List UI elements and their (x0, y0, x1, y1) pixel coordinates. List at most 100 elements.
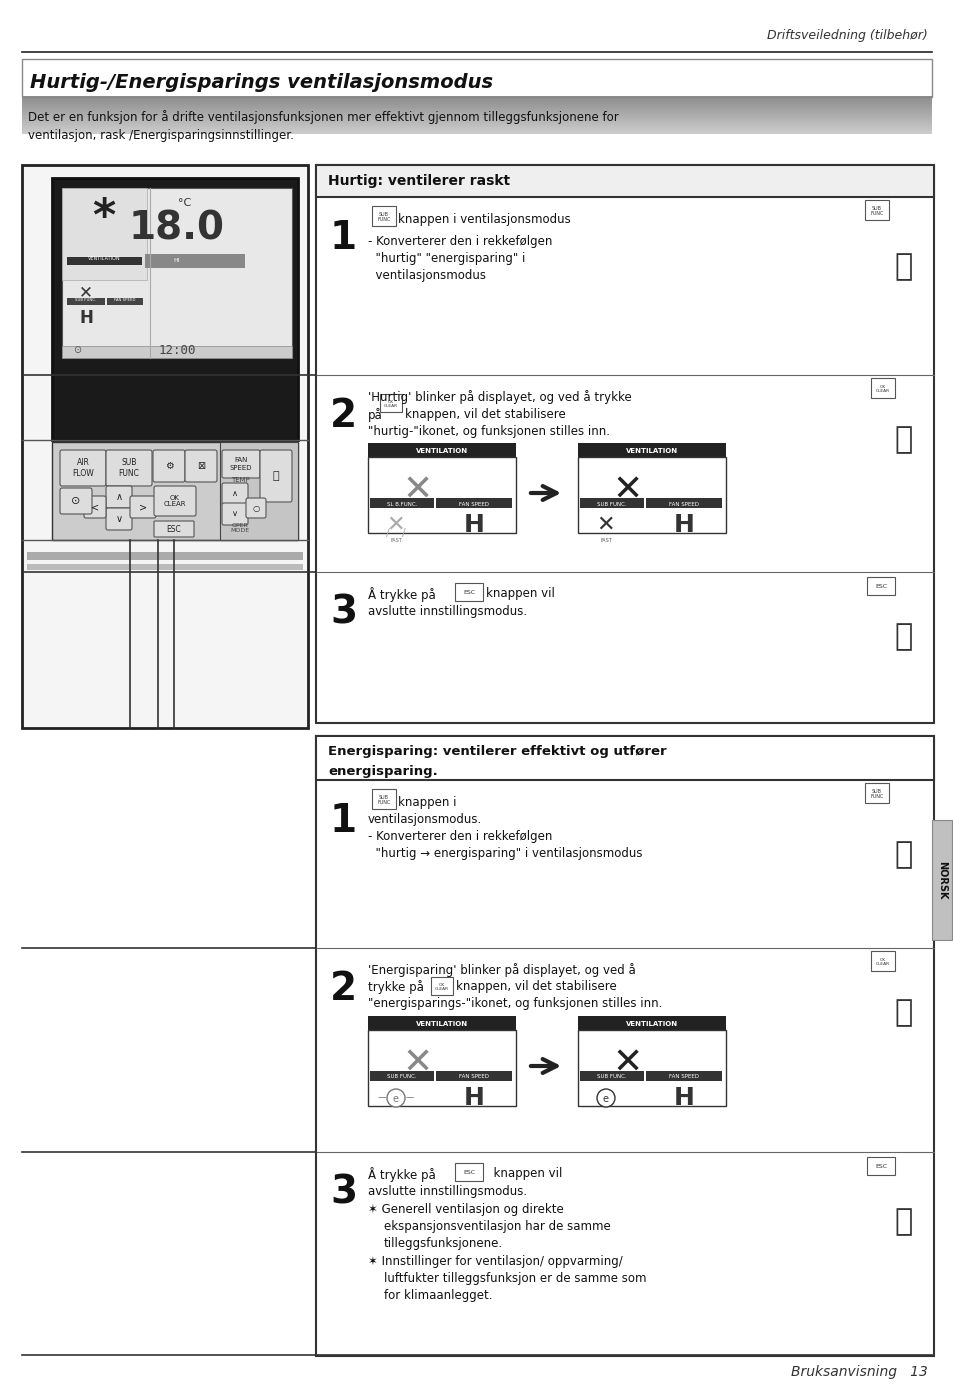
Text: OK
CLEAR: OK CLEAR (875, 385, 889, 393)
Bar (370, 498, 434, 508)
Text: FAN SPEED: FAN SPEED (668, 1075, 699, 1079)
Bar (436, 1071, 512, 1081)
Text: ○: ○ (253, 504, 259, 512)
Text: - Konverterer den i rekkefølgen: - Konverterer den i rekkefølgen (368, 830, 552, 843)
FancyBboxPatch shape (455, 582, 482, 601)
Text: FAN SPEED: FAN SPEED (668, 501, 699, 507)
Bar (645, 498, 721, 508)
Bar (67, 258, 142, 265)
FancyBboxPatch shape (379, 393, 401, 412)
FancyBboxPatch shape (152, 449, 185, 482)
FancyBboxPatch shape (153, 521, 193, 538)
Text: 3: 3 (330, 594, 356, 631)
Text: AIR
FLOW: AIR FLOW (72, 458, 93, 477)
Bar (368, 1030, 516, 1106)
Text: "hurtig" "energisparing" i: "hurtig" "energisparing" i (368, 252, 525, 265)
Text: knappen i: knappen i (397, 797, 456, 809)
Text: OK
CLEAR: OK CLEAR (164, 494, 186, 508)
Bar (579, 1071, 643, 1081)
Text: knappen, vil det stabilisere: knappen, vil det stabilisere (405, 407, 565, 421)
Bar (315, 736, 933, 780)
Bar (62, 346, 292, 358)
Text: Hurtig: ventilerer raskt: Hurtig: ventilerer raskt (328, 174, 510, 188)
Bar (436, 498, 512, 508)
Text: avslutte innstillingsmodus.: avslutte innstillingsmodus. (368, 1184, 527, 1198)
Text: "hurtig → energisparing" i ventilasjonsmodus: "hurtig → energisparing" i ventilasjonsm… (368, 847, 641, 860)
Text: knappen vil: knappen vil (485, 1168, 561, 1180)
Text: - Konverterer den i rekkefølgen: - Konverterer den i rekkefølgen (368, 235, 552, 248)
FancyBboxPatch shape (106, 486, 132, 508)
Text: ∧: ∧ (115, 491, 122, 503)
FancyBboxPatch shape (870, 378, 894, 398)
FancyBboxPatch shape (153, 486, 195, 517)
Text: ∧: ∧ (232, 490, 238, 498)
Text: FAST: FAST (599, 538, 611, 542)
Text: VENTILATION: VENTILATION (625, 448, 678, 454)
Text: ESC: ESC (874, 1165, 886, 1169)
Bar (315, 165, 933, 722)
Text: ekspansjonsventilasjon har de samme: ekspansjonsventilasjon har de samme (384, 1219, 610, 1233)
Text: ⊙: ⊙ (71, 496, 81, 505)
Text: 👆: 👆 (894, 840, 912, 869)
Text: VENTILATION: VENTILATION (88, 255, 120, 260)
Bar (22, 59, 931, 97)
Text: H: H (79, 309, 92, 328)
Text: ✶ Generell ventilasjon og direkte: ✶ Generell ventilasjon og direkte (368, 1203, 563, 1217)
Bar (368, 1016, 516, 1030)
Text: trykke på: trykke på (368, 980, 423, 994)
Text: ventilasjonsmodus: ventilasjonsmodus (368, 269, 485, 281)
Text: ✕: ✕ (402, 475, 433, 508)
Text: ∨: ∨ (115, 514, 122, 524)
FancyBboxPatch shape (864, 783, 888, 804)
Text: for klimaanlegget.: for klimaanlegget. (384, 1289, 492, 1302)
FancyBboxPatch shape (222, 503, 248, 525)
Bar (62, 188, 292, 358)
Text: 👆: 👆 (894, 1207, 912, 1236)
Text: 2: 2 (330, 398, 356, 435)
Text: Det er en funksjon for å drifte ventilasjonsfunksjonen mer effektivt gjennom til: Det er en funksjon for å drifte ventilas… (28, 111, 618, 143)
Text: ⓘ: ⓘ (273, 470, 279, 482)
FancyBboxPatch shape (222, 483, 248, 505)
Circle shape (597, 1089, 615, 1107)
Text: e: e (393, 1093, 398, 1105)
Text: knappen, vil det stabilisere: knappen, vil det stabilisere (456, 980, 616, 993)
Text: "energisparings-"ikonet, og funksjonen stilles inn.: "energisparings-"ikonet, og funksjonen s… (368, 997, 661, 1009)
Text: 3: 3 (330, 1175, 356, 1212)
Text: H: H (673, 1086, 694, 1110)
Text: SL B.FUNC.: SL B.FUNC. (386, 501, 416, 507)
Text: 2: 2 (330, 970, 356, 1008)
Text: *: * (92, 196, 115, 239)
Bar (52, 178, 297, 440)
Bar (27, 552, 303, 560)
Text: TEMP: TEMP (231, 477, 249, 483)
Bar (645, 1071, 721, 1081)
Text: OPER
MODE: OPER MODE (231, 522, 250, 533)
Text: ✕: ✕ (402, 1047, 433, 1081)
Text: SUB FUNC.: SUB FUNC. (75, 298, 96, 302)
Text: 👆: 👆 (894, 426, 912, 455)
Text: luftfukter tilleggsfunksjon er de samme som: luftfukter tilleggsfunksjon er de samme … (384, 1273, 646, 1285)
Text: ✕: ✕ (596, 515, 615, 535)
Text: HI: HI (173, 258, 180, 263)
Bar (145, 253, 245, 267)
Text: H: H (673, 512, 694, 538)
Text: <: < (91, 503, 99, 512)
Text: NORSK: NORSK (936, 861, 946, 899)
Text: /: / (386, 528, 390, 538)
FancyBboxPatch shape (372, 790, 395, 809)
Text: VENTILATION: VENTILATION (416, 448, 468, 454)
Text: ∨: ∨ (232, 510, 238, 518)
FancyBboxPatch shape (130, 496, 156, 518)
FancyBboxPatch shape (60, 449, 106, 486)
Text: ✕: ✕ (386, 515, 405, 535)
Text: SUB
FUNC: SUB FUNC (377, 795, 391, 805)
FancyBboxPatch shape (372, 206, 395, 225)
Bar (67, 298, 105, 305)
Text: Energisparing: ventilerer effektivt og utfører: Energisparing: ventilerer effektivt og u… (328, 745, 666, 759)
Text: VENTILATION: VENTILATION (625, 1021, 678, 1028)
Text: SUB
FUNC: SUB FUNC (118, 458, 139, 477)
Text: Å trykke på: Å trykke på (368, 587, 436, 602)
Text: ✶ Innstillinger for ventilasjon/ oppvarming/: ✶ Innstillinger for ventilasjon/ oppvarm… (368, 1254, 622, 1268)
Text: H: H (463, 512, 484, 538)
FancyBboxPatch shape (455, 1163, 482, 1182)
